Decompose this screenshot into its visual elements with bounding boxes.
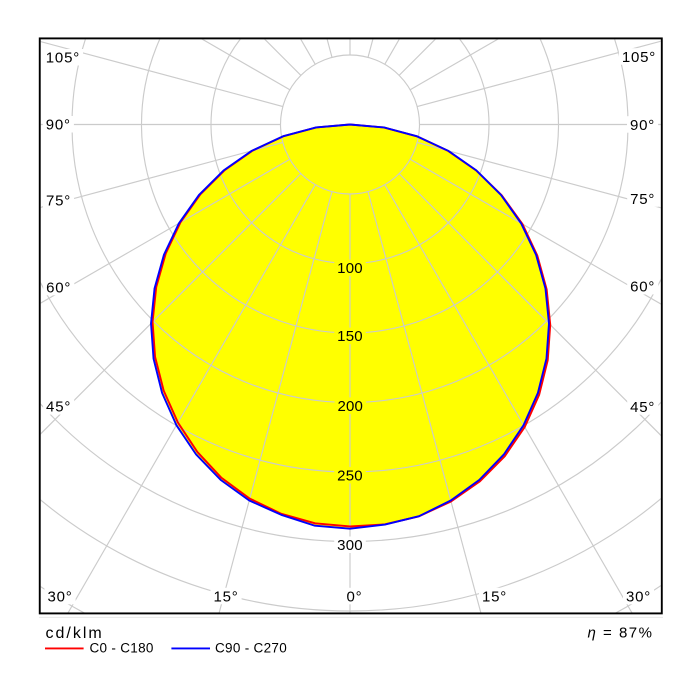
svg-text:105°: 105° [46,50,80,67]
svg-text:75°: 75° [630,191,655,208]
svg-text:105°: 105° [622,49,656,66]
svg-text:C0 - C180: C0 - C180 [90,640,154,655]
svg-text:300: 300 [337,537,363,554]
svg-text:150: 150 [337,328,363,345]
svg-text:60°: 60° [46,279,71,296]
svg-text:45°: 45° [630,399,655,416]
svg-text:100: 100 [337,260,363,277]
svg-text:η = 87%: η = 87% [588,625,654,642]
svg-text:75°: 75° [46,192,71,209]
svg-text:90°: 90° [630,117,655,134]
svg-text:30°: 30° [626,588,651,605]
svg-text:cd/klm: cd/klm [46,625,104,642]
svg-text:60°: 60° [630,278,655,295]
svg-text:90°: 90° [46,117,71,134]
svg-text:15°: 15° [482,588,507,605]
svg-text:15°: 15° [213,588,238,605]
svg-text:200: 200 [337,398,363,415]
svg-text:45°: 45° [46,399,71,416]
svg-text:C90 - C270: C90 - C270 [215,640,287,655]
svg-text:250: 250 [337,467,363,484]
svg-text:0°: 0° [347,588,363,605]
svg-text:30°: 30° [47,588,72,605]
